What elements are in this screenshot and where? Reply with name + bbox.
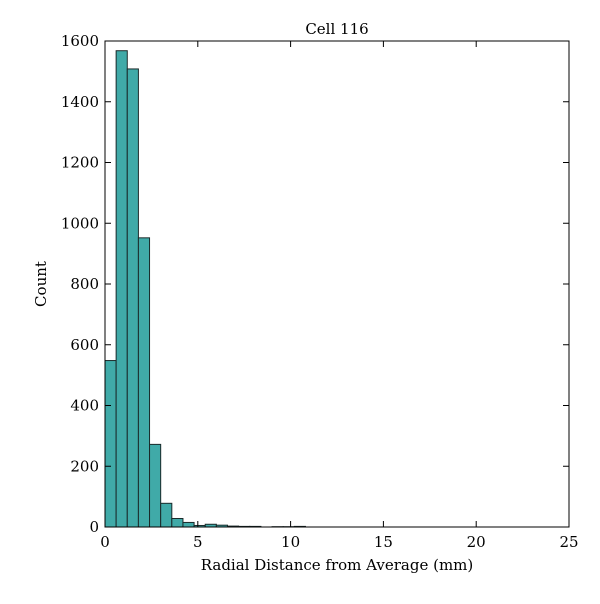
- x-tick-label-3: 15: [374, 533, 393, 551]
- histogram-bar-4: [150, 444, 161, 527]
- y-tick-label-8: 1600: [61, 32, 99, 50]
- x-tick-label-5: 25: [559, 533, 578, 551]
- y-tick-label-4: 800: [70, 275, 99, 293]
- y-tick-label-5: 1000: [61, 214, 99, 232]
- x-tick-label-1: 5: [193, 533, 203, 551]
- x-tick-label-2: 10: [281, 533, 300, 551]
- y-axis-label: Count: [32, 261, 50, 307]
- histogram-bar-3: [138, 238, 149, 527]
- y-tick-label-2: 400: [70, 397, 99, 415]
- x-axis-label: Radial Distance from Average (mm): [201, 556, 474, 574]
- chart-title: Cell 116: [305, 20, 368, 38]
- x-tick-label-0: 0: [100, 533, 110, 551]
- histogram-bar-5: [161, 503, 172, 527]
- histogram-bar-0: [105, 361, 116, 527]
- histogram-bar-6: [172, 518, 183, 527]
- histogram-bar-7: [183, 522, 194, 527]
- histogram-bar-1: [116, 51, 127, 527]
- y-tick-label-1: 200: [70, 457, 99, 475]
- x-tick-label-4: 20: [467, 533, 486, 551]
- histogram-bar-2: [127, 69, 138, 527]
- y-tick-label-7: 1400: [61, 93, 99, 111]
- y-tick-label-0: 0: [89, 518, 99, 536]
- plot-frame: [105, 41, 569, 527]
- bars-layer: [105, 51, 305, 527]
- y-tick-label-6: 1200: [61, 154, 99, 172]
- y-tick-label-3: 600: [70, 336, 99, 354]
